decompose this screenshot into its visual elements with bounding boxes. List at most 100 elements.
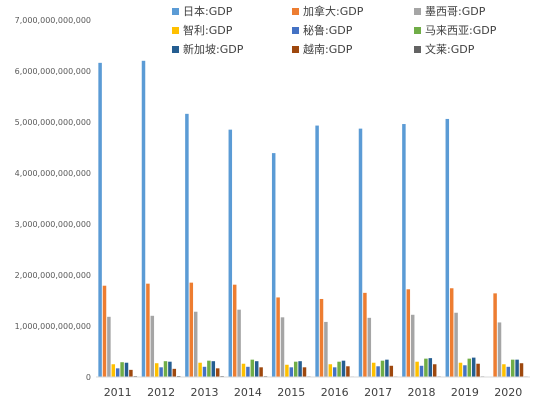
bar [358, 128, 363, 377]
bar [424, 358, 428, 377]
y-tick-label: 6,000,000,000,000 [15, 67, 91, 76]
bar [454, 312, 458, 377]
bar [476, 363, 480, 377]
bar [502, 364, 506, 377]
legend-swatch [414, 46, 421, 53]
legend-label: 日本:GDP [183, 4, 233, 18]
x-axis: 2011 2012 2013 2014 2015 2016 2017 2018 2019 2020 [104, 386, 523, 399]
bar [376, 366, 380, 377]
y-tick-label: 4,000,000,000,000 [15, 169, 91, 178]
bar [276, 297, 280, 377]
plot-area [98, 60, 528, 378]
bar [289, 367, 294, 377]
bar [506, 366, 511, 377]
legend-label: 智利:GDP [183, 23, 233, 37]
bar [168, 361, 172, 377]
legend-label: 加拿大:GDP [303, 4, 364, 18]
bar [302, 367, 307, 377]
bar [315, 125, 319, 377]
bar [515, 359, 519, 377]
legend-swatch [292, 8, 299, 15]
bar [332, 367, 337, 377]
bar [337, 361, 341, 377]
bar [363, 292, 367, 377]
bar [463, 365, 467, 377]
bar [445, 118, 450, 377]
bar [389, 365, 394, 377]
bar [415, 361, 419, 377]
bar [202, 366, 207, 377]
bar [232, 284, 237, 377]
x-tick-label: 2019 [451, 386, 479, 399]
bar [380, 360, 385, 377]
bar [102, 285, 107, 377]
legend-label: 墨西哥:GDP [425, 5, 486, 18]
legend-swatch [172, 27, 179, 34]
x-tick-label: 2017 [364, 386, 392, 399]
y-tick-label: 3,000,000,000,000 [15, 220, 91, 229]
y-axis: 0 1,000,000,000,000 2,000,000,000,000 3,000… [15, 16, 91, 382]
bar [402, 124, 406, 377]
bar [519, 363, 524, 377]
legend-swatch [172, 8, 179, 15]
bar [493, 293, 497, 377]
legend-label: 马来西亚:GDP [425, 24, 497, 37]
bar [385, 359, 389, 377]
bar [185, 113, 189, 377]
bar [471, 357, 476, 377]
y-tick-label: 7,000,000,000,000 [15, 16, 91, 25]
x-tick-label: 2020 [494, 386, 522, 399]
legend-swatch [292, 27, 299, 34]
bar [293, 361, 298, 377]
chart-legend: 日本:GDP 加拿大:GDP 墨西哥:GDP 智利:GDP 秘鲁:GDP 马来西亚:GDP… [172, 4, 497, 56]
legend-label: 越南:GDP [303, 42, 353, 56]
y-tick-label: 1,000,000,000,000 [15, 322, 91, 331]
bar [163, 361, 168, 377]
bar [124, 362, 129, 377]
legend-swatch [292, 46, 299, 53]
bar [207, 360, 211, 377]
bar [419, 365, 424, 377]
x-tick-label: 2013 [191, 386, 219, 399]
legend-label: 文莱:GDP [425, 42, 475, 56]
legend-swatch [172, 46, 179, 53]
bar [458, 362, 463, 377]
bar [129, 369, 133, 377]
bar [115, 368, 120, 377]
bar [193, 311, 198, 377]
bar [410, 314, 415, 377]
bar [371, 362, 376, 377]
bar [428, 358, 433, 377]
bar [254, 361, 259, 377]
bar [111, 364, 116, 377]
y-tick-label: 0 [86, 373, 91, 382]
bar [449, 288, 454, 377]
bar [150, 315, 155, 377]
bar [467, 358, 472, 377]
x-tick-label: 2012 [147, 386, 175, 399]
bar [324, 321, 328, 377]
legend-label: 秘鲁:GDP [303, 23, 353, 37]
bar [241, 363, 246, 377]
bar [246, 366, 250, 377]
bar [346, 366, 350, 377]
bar [432, 364, 437, 377]
bar [280, 317, 285, 377]
bar [107, 316, 111, 377]
y-tick-label: 5,000,000,000,000 [15, 118, 91, 127]
x-tick-label: 2016 [321, 386, 349, 399]
x-tick-label: 2015 [277, 386, 305, 399]
bar [211, 361, 216, 377]
bar [189, 282, 194, 377]
bar [250, 359, 255, 377]
bar [146, 283, 150, 377]
bar [328, 364, 333, 377]
bar [259, 367, 263, 377]
bar [120, 362, 124, 377]
x-tick-label: 2018 [408, 386, 436, 399]
bar [406, 289, 411, 377]
bar [341, 360, 346, 377]
bar [285, 364, 289, 377]
bar [215, 368, 220, 377]
